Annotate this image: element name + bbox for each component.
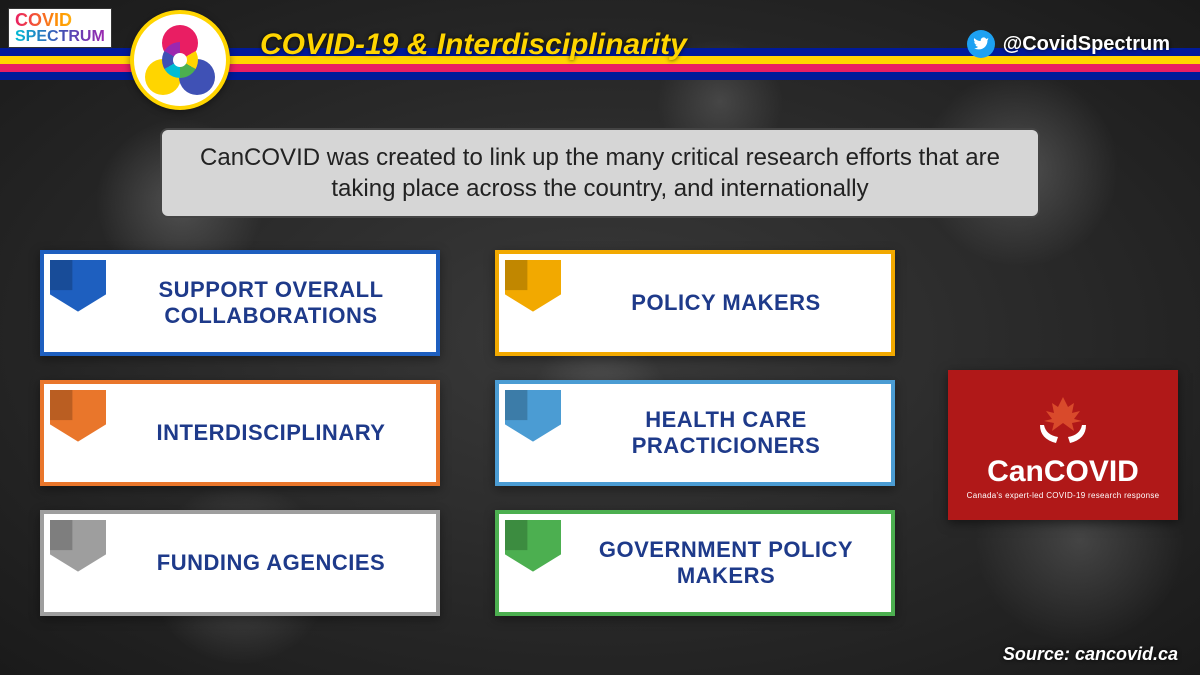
- card-label: FUNDING AGENCIES: [106, 550, 436, 576]
- ribbon-icon: [499, 384, 561, 482]
- info-card: INTERDISCIPLINARY: [40, 380, 440, 486]
- info-card: FUNDING AGENCIES: [40, 510, 440, 616]
- brand-line2: SPECTRUM: [15, 29, 105, 45]
- spectrum-logo-icon: [130, 10, 230, 110]
- card-label: POLICY MAKERS: [561, 290, 891, 316]
- page-title: COVID-19 & Interdisciplinarity: [260, 28, 687, 62]
- card-label: INTERDISCIPLINARY: [106, 420, 436, 446]
- twitter-handle[interactable]: @CovidSpectrum: [967, 30, 1170, 58]
- ribbon-icon: [499, 254, 561, 352]
- cancovid-logo: CanCOVID Canada's expert-led COVID-19 re…: [948, 370, 1178, 520]
- info-card: HEALTH CARE PRACTICIONERS: [495, 380, 895, 486]
- ribbon-icon: [44, 514, 106, 612]
- card-grid: SUPPORT OVERALL COLLABORATIONS POLICY MAK…: [40, 250, 895, 616]
- lead-description: CanCOVID was created to link up the many…: [160, 128, 1040, 218]
- ribbon-icon: [44, 254, 106, 352]
- ribbon-icon: [499, 514, 561, 612]
- twitter-handle-text: @CovidSpectrum: [1003, 33, 1170, 56]
- ribbon-icon: [44, 384, 106, 482]
- info-card: SUPPORT OVERALL COLLABORATIONS: [40, 250, 440, 356]
- twitter-icon: [967, 30, 995, 58]
- hands-leaf-icon: [1028, 391, 1098, 449]
- info-card: GOVERNMENT POLICY MAKERS: [495, 510, 895, 616]
- cancovid-name: CanCOVID: [987, 455, 1139, 489]
- card-label: GOVERNMENT POLICY MAKERS: [561, 537, 891, 589]
- cancovid-tagline: Canada's expert-led COVID-19 research re…: [967, 491, 1160, 500]
- card-label: HEALTH CARE PRACTICIONERS: [561, 407, 891, 459]
- source-label: Source: cancovid.ca: [1003, 644, 1178, 665]
- brand-badge: COVID SPECTRUM: [8, 8, 112, 48]
- brand-line1: COVID: [15, 11, 105, 29]
- info-card: POLICY MAKERS: [495, 250, 895, 356]
- card-label: SUPPORT OVERALL COLLABORATIONS: [106, 277, 436, 329]
